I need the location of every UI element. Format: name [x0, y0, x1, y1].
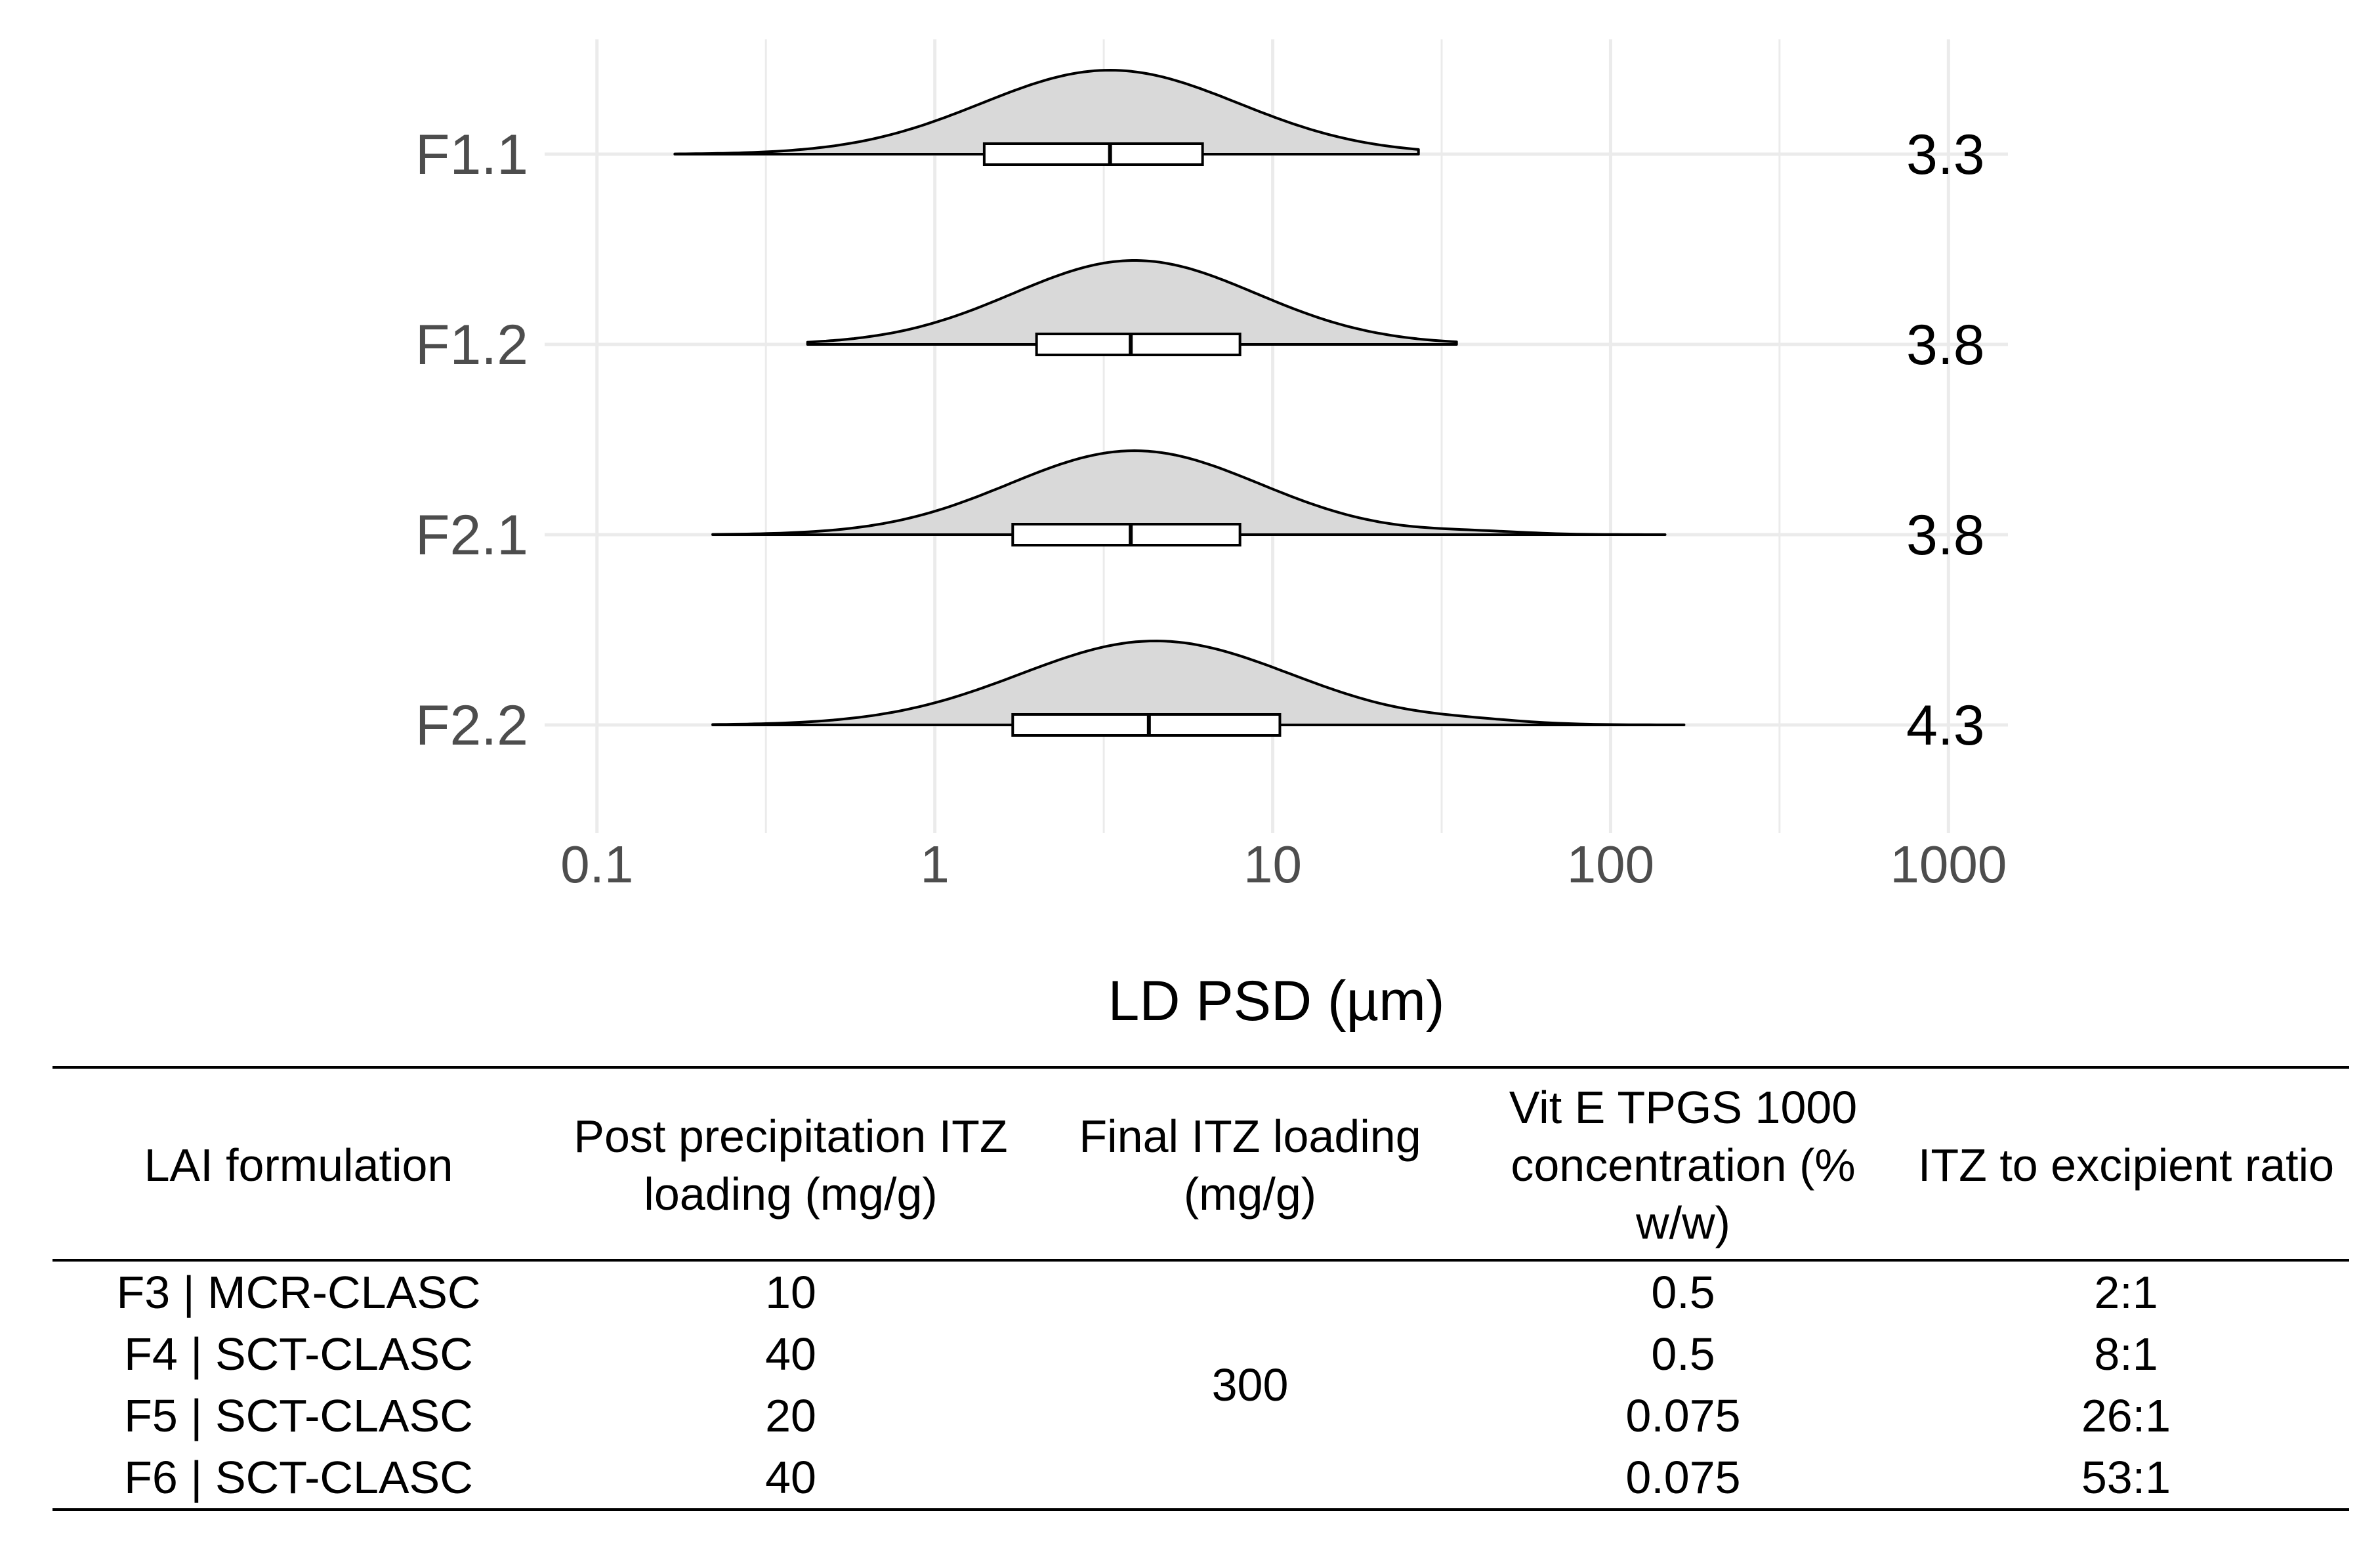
- cell-post-precip: 20: [765, 1390, 816, 1441]
- category-labels: F1.1 F1.2 F2.1 F2.2: [415, 123, 528, 757]
- violin-layer: [673, 69, 1686, 737]
- cell-formulation: F3 | MCR-CLASC: [116, 1267, 481, 1318]
- median-value-label: 3.8: [1906, 314, 1985, 377]
- header-lai-formulation: LAI formulation: [144, 1140, 453, 1191]
- cell-ratio: 8:1: [2094, 1328, 2158, 1380]
- cell-formulation: F6 | SCT-CLASC: [124, 1452, 473, 1503]
- cell-vit-e: 0.5: [1651, 1328, 1715, 1380]
- header-vit-e-concentration: Vit E TPGS 1000 concentration (% w/w): [1509, 1082, 1858, 1248]
- cell-post-precip: 40: [765, 1328, 816, 1380]
- cell-ratio: 53:1: [2081, 1452, 2171, 1503]
- table-row: F3 | MCR-CLASC 10 300 0.5 2:1: [52, 1260, 2349, 1410]
- x-tick-label: 10: [1243, 835, 1302, 894]
- median-labels: 3.3 3.8 3.8 4.3: [1906, 123, 1985, 757]
- cell-post-precip: 40: [765, 1452, 816, 1503]
- median-value-label: 4.3: [1906, 694, 1985, 757]
- cell-final-itz-loading: 300: [1211, 1359, 1289, 1410]
- table-row: F5 | SCT-CLASC 20 0.075 26:1: [52, 1385, 2349, 1447]
- category-label: F2.2: [415, 694, 528, 757]
- psd-chart: F1.1 F1.2 F2.1 F2.2 3.3 3.8 3.8 4.3 0.1 1 10 100 1…: [415, 39, 2008, 1033]
- header-itz-excipient-ratio: ITZ to excipient ratio: [1917, 1140, 2335, 1191]
- box-F1.2: [1035, 333, 1242, 356]
- cell-vit-e: 0.075: [1625, 1390, 1741, 1441]
- violin-F2.2: [711, 640, 1686, 726]
- violin-F2.1: [711, 449, 1667, 536]
- x-tick-label: 1000: [1890, 835, 2007, 894]
- median-value-label: 3.8: [1906, 504, 1985, 567]
- x-tick-label: 100: [1567, 835, 1654, 894]
- x-axis-title: LD PSD (µm): [1108, 970, 1444, 1033]
- box-F2.2: [1011, 713, 1282, 737]
- header-post-precipitation: Post precipitation ITZ loading (mg/g): [574, 1111, 1008, 1220]
- violin-F1.1: [673, 69, 1420, 155]
- median-value-label: 3.3: [1906, 123, 1985, 186]
- category-label: F2.1: [415, 504, 528, 567]
- violin-F1.2: [806, 259, 1458, 346]
- cell-formulation: F4 | SCT-CLASC: [124, 1328, 473, 1380]
- x-tick-labels: 0.1 1 10 100 1000: [560, 835, 2007, 894]
- cell-formulation: F5 | SCT-CLASC: [124, 1390, 473, 1441]
- cell-ratio: 26:1: [2081, 1390, 2171, 1441]
- cell-vit-e: 0.5: [1651, 1267, 1715, 1318]
- box-F1.1: [982, 142, 1204, 166]
- category-label: F1.1: [415, 123, 528, 186]
- category-label: F1.2: [415, 314, 528, 377]
- x-tick-label: 1: [920, 835, 950, 894]
- header-final-itz-loading: Final ITZ loading (mg/g): [1079, 1111, 1421, 1220]
- box-F2.1: [1011, 523, 1242, 546]
- formulation-table: LAI formulation Post precipitation ITZ l…: [52, 1066, 2349, 1511]
- table-header-row: LAI formulation Post precipitation ITZ l…: [52, 1067, 2349, 1260]
- cell-ratio: 2:1: [2094, 1267, 2158, 1318]
- table-row: F4 | SCT-CLASC 40 0.5 8:1: [52, 1323, 2349, 1385]
- cell-vit-e: 0.075: [1625, 1452, 1741, 1503]
- cell-post-precip: 10: [765, 1267, 816, 1318]
- x-tick-label: 0.1: [560, 835, 633, 894]
